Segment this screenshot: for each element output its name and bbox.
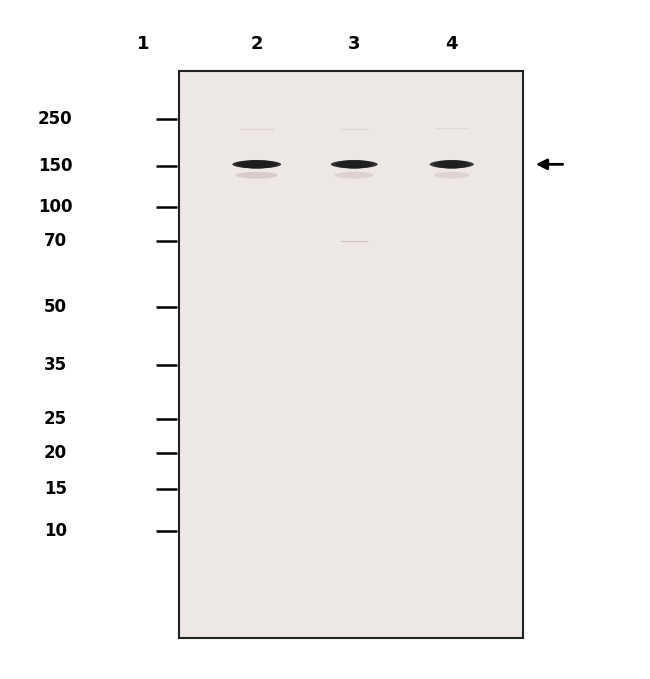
Ellipse shape: [343, 161, 365, 168]
Text: 70: 70: [44, 232, 67, 250]
Text: 20: 20: [44, 444, 67, 462]
Ellipse shape: [233, 160, 281, 168]
Text: 2: 2: [250, 35, 263, 53]
Ellipse shape: [430, 160, 474, 168]
Ellipse shape: [335, 160, 374, 168]
Text: 15: 15: [44, 480, 67, 498]
Ellipse shape: [434, 160, 470, 168]
Text: 4: 4: [445, 35, 458, 53]
Ellipse shape: [331, 160, 378, 168]
Ellipse shape: [235, 172, 278, 179]
Ellipse shape: [434, 172, 469, 179]
Text: 10: 10: [44, 522, 67, 540]
Text: 3: 3: [348, 35, 361, 53]
Ellipse shape: [246, 161, 268, 168]
Ellipse shape: [339, 160, 369, 168]
Ellipse shape: [335, 172, 374, 179]
Bar: [179, 71, 523, 638]
Ellipse shape: [441, 161, 462, 168]
Ellipse shape: [241, 160, 272, 168]
Text: 1: 1: [136, 35, 150, 53]
Ellipse shape: [237, 160, 277, 168]
Text: 25: 25: [44, 410, 67, 428]
Text: 100: 100: [38, 198, 73, 216]
Text: 35: 35: [44, 356, 67, 374]
Ellipse shape: [437, 160, 466, 168]
Text: 50: 50: [44, 298, 67, 316]
Text: 150: 150: [38, 158, 73, 175]
Text: 250: 250: [38, 110, 73, 128]
